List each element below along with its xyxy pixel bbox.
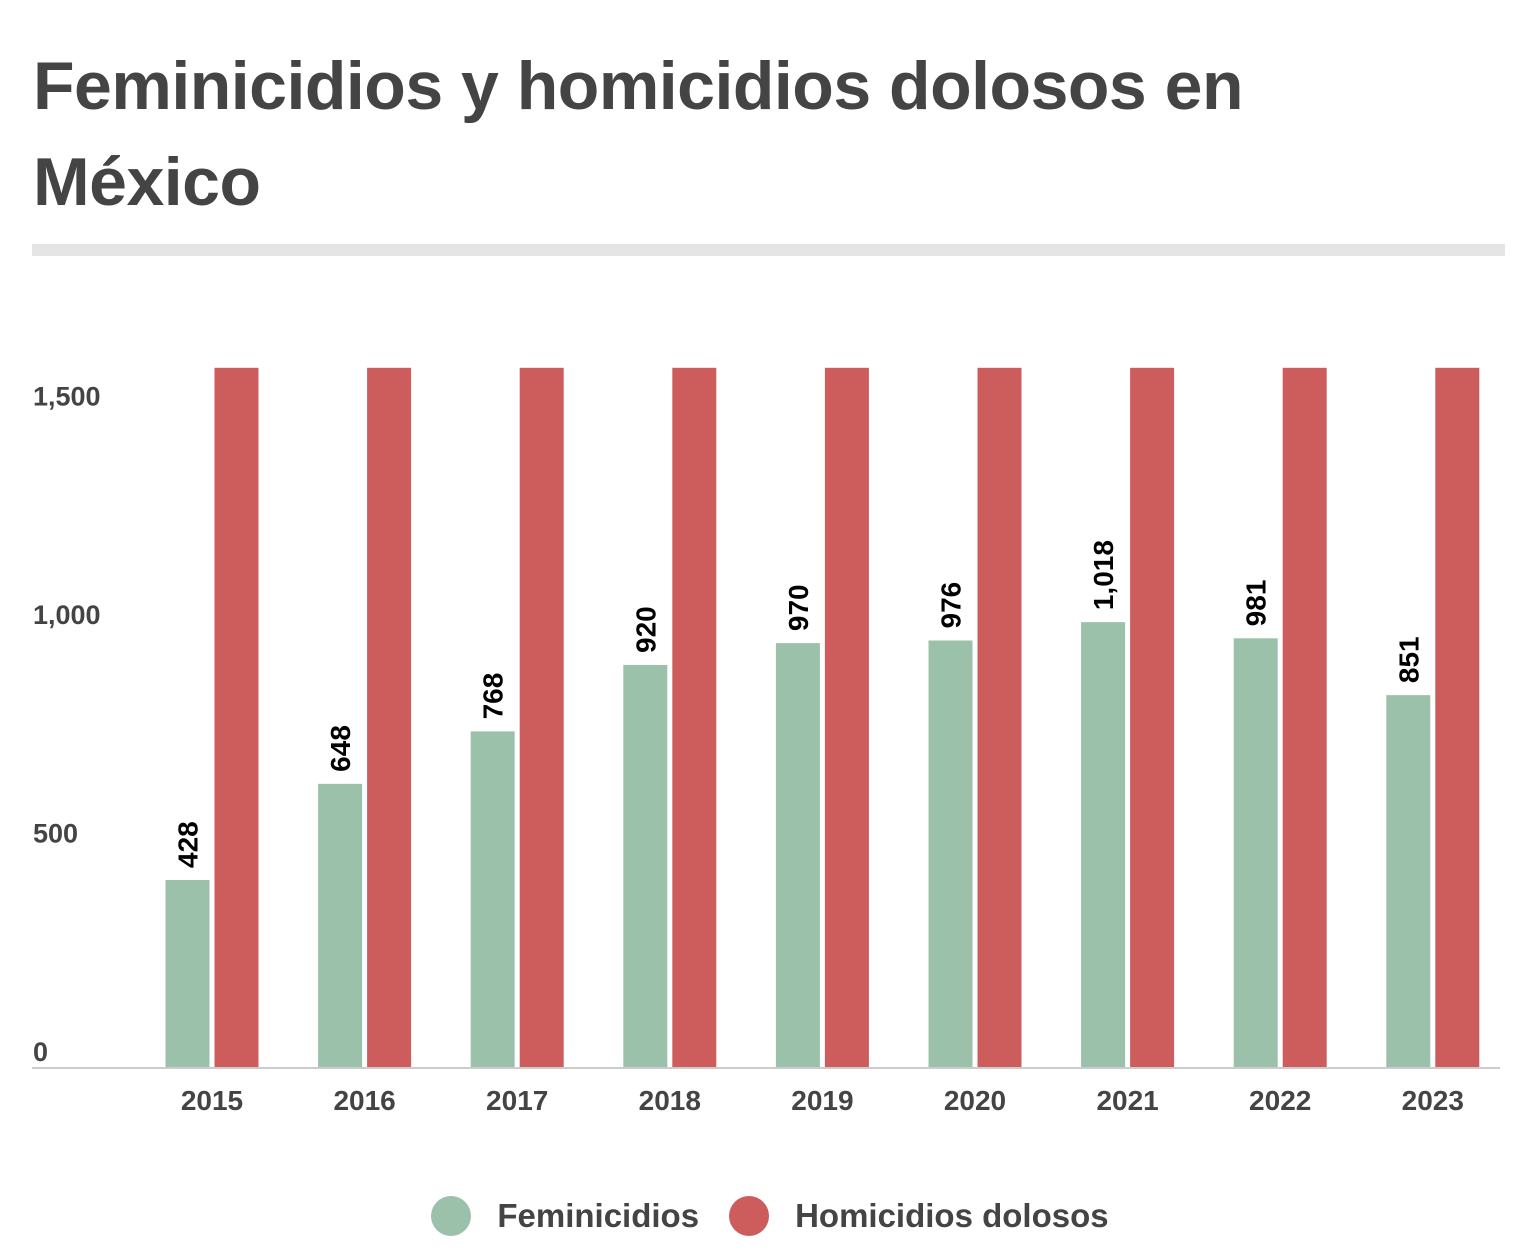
bar-feminicidios [1386, 695, 1431, 1067]
bar-feminicidios [165, 879, 210, 1067]
x-tick-label: 2020 [944, 1085, 1006, 1116]
x-tick-label: 2019 [791, 1085, 853, 1116]
legend-swatch-feminicidios [431, 1196, 472, 1236]
data-label-feminicidios: 920 [630, 606, 661, 653]
bar-homicidios-dolosos [977, 367, 1022, 1067]
data-label-feminicidios: 976 [936, 582, 967, 629]
bar-feminicidios [623, 664, 668, 1067]
bar-feminicidios [470, 731, 515, 1067]
bar-homicidios-dolosos [1435, 367, 1480, 1067]
legend-label-homicidios-dolosos: Homicidios dolosos [795, 1197, 1109, 1234]
chart-title: Feminicidios y homicidios dolosos en Méx… [33, 48, 1243, 220]
bar-homicidios-dolosos [214, 367, 259, 1067]
bar-feminicidios [318, 783, 363, 1067]
bar-feminicidios [928, 640, 973, 1067]
x-tick-label: 2016 [333, 1085, 395, 1116]
bar-homicidios-dolosos [1130, 367, 1175, 1067]
x-tick-label: 2015 [181, 1085, 243, 1116]
data-label-feminicidios: 1,018 [1088, 540, 1119, 610]
y-tick-label: 500 [33, 819, 78, 849]
bar-homicidios-dolosos [1282, 367, 1327, 1067]
data-label-feminicidios: 981 [1241, 580, 1272, 627]
x-tick-label: 2017 [486, 1085, 548, 1116]
data-label-feminicidios: 851 [1393, 636, 1424, 683]
x-tick-label: 2022 [1249, 1085, 1311, 1116]
legend-item-homicidios-dolosos[interactable]: Homicidios dolosos [729, 1196, 1109, 1236]
bar-homicidios-dolosos [367, 367, 412, 1067]
bar-homicidios-dolosos [824, 367, 869, 1067]
x-tick-label: 2018 [639, 1085, 701, 1116]
data-label-feminicidios: 970 [783, 584, 814, 631]
data-label-feminicidios: 428 [173, 821, 204, 868]
legend-swatch-homicidios-dolosos [729, 1196, 770, 1236]
y-tick-label: 0 [33, 1037, 48, 1067]
bar-feminicidios [775, 643, 820, 1067]
data-label-feminicidios: 648 [325, 725, 356, 772]
chart-legend: Feminicidios Homicidios dolosos [0, 1190, 1540, 1242]
bar-feminicidios [1233, 638, 1278, 1067]
x-tick-label: 2021 [1096, 1085, 1158, 1116]
legend-label-feminicidios: Feminicidios [497, 1197, 700, 1234]
data-label-feminicidios: 768 [478, 673, 509, 720]
title-divider [32, 244, 1505, 256]
legend-item-feminicidios[interactable]: Feminicidios [431, 1196, 699, 1236]
bar-homicidios-dolosos [519, 367, 564, 1067]
y-tick-label: 1,000 [33, 600, 101, 630]
bar-chart: 0 500 1,000 1,500 428 2015 648 2016 768 2017 920 20… [32, 367, 1500, 1116]
y-tick-label: 1,500 [33, 382, 101, 412]
bar-feminicidios [1081, 622, 1126, 1067]
bar-homicidios-dolosos [672, 367, 717, 1067]
x-tick-label: 2023 [1402, 1085, 1464, 1116]
